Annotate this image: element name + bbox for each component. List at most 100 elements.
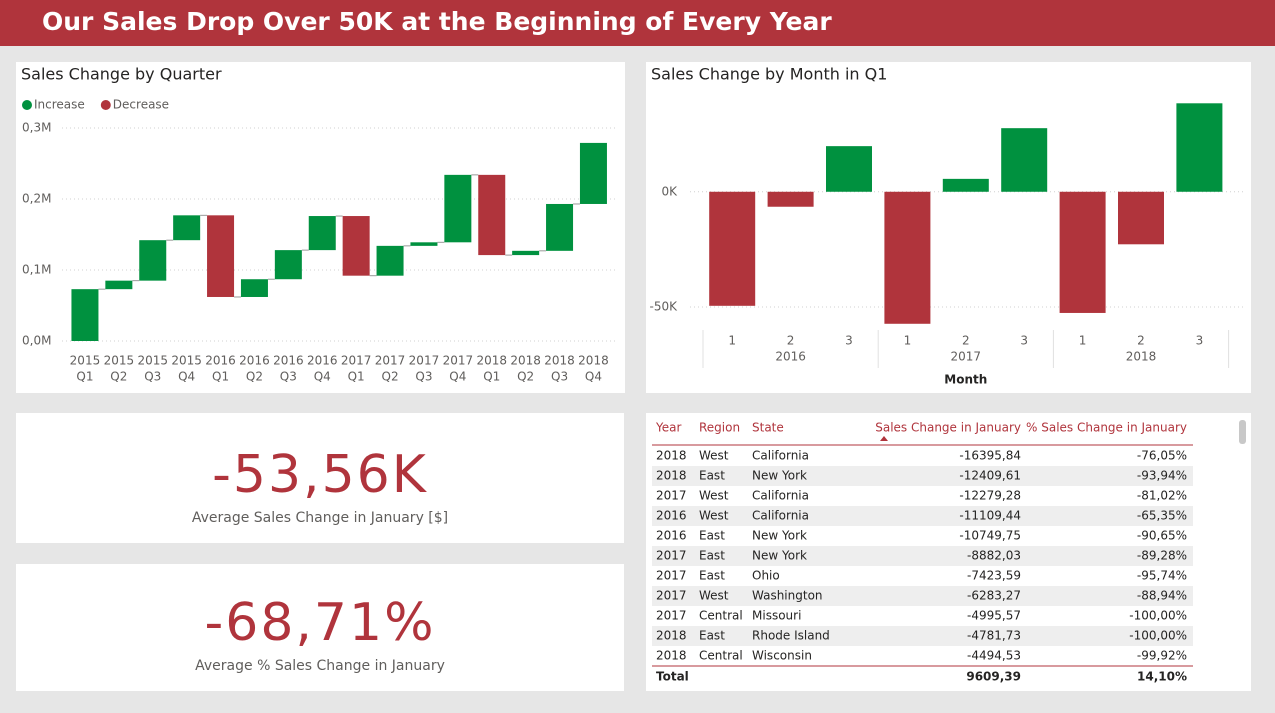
x-tick-label: 1	[728, 334, 736, 348]
table-cell: East	[699, 569, 725, 583]
y-tick-label: 0,2M	[22, 192, 51, 206]
table-cell: California	[752, 449, 809, 463]
group-label: 2016	[775, 350, 806, 364]
x-tick-label: 2017	[443, 354, 474, 368]
bar	[942, 178, 989, 192]
table-cell: -100,00%	[1129, 629, 1187, 643]
x-tick-label: 1	[904, 334, 912, 348]
x-tick-label: 2018	[476, 354, 507, 368]
bar	[444, 174, 472, 243]
header-bar	[0, 0, 1275, 46]
table-cell: -99,92%	[1137, 649, 1187, 663]
total-label: Total	[656, 670, 689, 684]
table-cell: West	[699, 449, 729, 463]
row-shade	[652, 586, 1193, 606]
x-tick-label: Q2	[517, 370, 534, 384]
column-header: Year	[655, 421, 681, 435]
x-tick-label: Q4	[178, 370, 195, 384]
table-cell: -81,02%	[1137, 489, 1187, 503]
bar	[410, 242, 438, 246]
bar	[709, 191, 756, 306]
table-cell: New York	[752, 549, 807, 563]
x-tick-label: Q1	[212, 370, 229, 384]
total-cell: 14,10%	[1137, 670, 1187, 684]
panel	[16, 413, 624, 543]
column-header: State	[752, 421, 784, 435]
table-cell: Wisconsin	[752, 649, 812, 663]
table-cell: -95,74%	[1137, 569, 1187, 583]
x-tick-label: 2015	[171, 354, 202, 368]
x-tick-label: 2015	[137, 354, 168, 368]
x-tick-label: 1	[1079, 334, 1087, 348]
legend-label: Decrease	[113, 98, 169, 112]
x-axis-label: Month	[944, 373, 987, 387]
column-header: % Sales Change in January	[1026, 421, 1187, 435]
x-tick-label: 2	[962, 334, 970, 348]
card-label: Average % Sales Change in January	[195, 658, 445, 674]
y-tick-label: 0K	[661, 184, 678, 198]
panel	[16, 564, 624, 691]
bar	[139, 240, 167, 281]
bar	[240, 279, 268, 297]
x-tick-label: Q3	[551, 370, 568, 384]
bar	[767, 191, 814, 207]
table-cell: 2017	[656, 569, 687, 583]
table-cell: -10749,75	[959, 529, 1021, 543]
x-tick-label: Q1	[348, 370, 365, 384]
bar	[1001, 128, 1048, 192]
table-cell: East	[699, 529, 725, 543]
x-tick-label: 2016	[307, 354, 338, 368]
sort-indicator	[880, 436, 888, 441]
table-cell: Rhode Island	[752, 629, 830, 643]
x-tick-label: Q3	[144, 370, 161, 384]
x-tick-label: Q2	[110, 370, 127, 384]
table-cell: -6283,27	[967, 589, 1021, 603]
table-cell: East	[699, 469, 725, 483]
table-cell: -11109,44	[959, 509, 1021, 523]
table-cell: -100,00%	[1129, 609, 1187, 623]
bar	[579, 142, 607, 204]
x-tick-label: 2016	[239, 354, 270, 368]
table-cell: New York	[752, 529, 807, 543]
table-cell: Washington	[752, 589, 823, 603]
table-cell: -7423,59	[967, 569, 1021, 583]
bar	[308, 216, 336, 251]
scrollbar[interactable]	[1239, 420, 1246, 444]
x-tick-label: Q4	[585, 370, 602, 384]
bar	[173, 215, 201, 241]
bar	[478, 174, 506, 256]
bar	[1059, 191, 1106, 313]
x-tick-label: Q1	[483, 370, 500, 384]
group-label: 2017	[951, 350, 982, 364]
table-cell: West	[699, 509, 729, 523]
x-tick-label: Q2	[382, 370, 399, 384]
chart-title: Sales Change by Quarter	[21, 65, 222, 84]
bar	[207, 215, 235, 297]
x-tick-label: 2017	[341, 354, 372, 368]
table-cell: 2017	[656, 489, 687, 503]
x-tick-label: 2018	[578, 354, 609, 368]
table-cell: California	[752, 489, 809, 503]
bar	[274, 250, 302, 280]
x-tick-label: Q3	[280, 370, 297, 384]
table-cell: -90,65%	[1137, 529, 1187, 543]
x-tick-label: 2	[787, 334, 795, 348]
x-tick-label: Q4	[314, 370, 331, 384]
card-value: -53,56K	[212, 445, 428, 505]
table-cell: Ohio	[752, 569, 780, 583]
table-cell: -8882,03	[967, 549, 1021, 563]
table-cell: Central	[699, 649, 743, 663]
table-cell: -4995,57	[967, 609, 1021, 623]
x-tick-label: 2018	[544, 354, 575, 368]
x-tick-label: 2018	[510, 354, 541, 368]
table-cell: -16395,84	[959, 449, 1021, 463]
bar	[105, 280, 133, 290]
x-tick-label: 2015	[70, 354, 101, 368]
x-tick-label: Q4	[449, 370, 466, 384]
table-cell: -65,35%	[1137, 509, 1187, 523]
legend-label: Increase	[34, 98, 85, 112]
table-cell: -89,28%	[1137, 549, 1187, 563]
table-cell: 2017	[656, 609, 687, 623]
chart-title: Sales Change by Month in Q1	[651, 65, 887, 84]
